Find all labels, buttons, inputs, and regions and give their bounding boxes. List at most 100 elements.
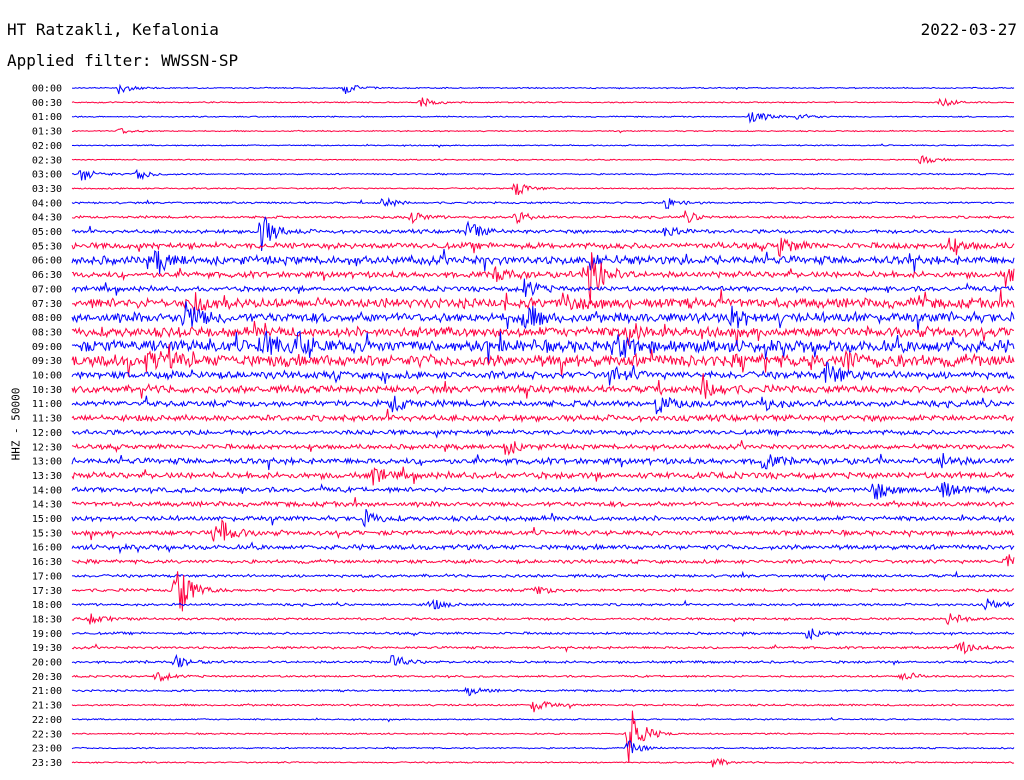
trace-row-1200 <box>71 428 1015 439</box>
trace-row-0400 <box>71 196 1015 210</box>
trace-row-0800 <box>71 301 1015 332</box>
trace-row-1730 <box>71 571 1015 612</box>
trace-row-1330 <box>71 466 1015 486</box>
row-time-label: 11:00 <box>32 399 62 410</box>
row-time-label: 20:30 <box>32 672 62 683</box>
trace-row-1000 <box>71 361 1015 386</box>
trace-row-0900 <box>71 330 1015 365</box>
row-time-label: 19:00 <box>32 629 62 640</box>
tick-label-group: 00:00 00:30 01:00 01:30 02:00 02:30 03:00 03:30… <box>32 84 62 769</box>
row-time-label: 16:30 <box>32 557 62 568</box>
filter-label: Applied filter: WWSSN-SP <box>7 51 239 70</box>
trace-row-1830 <box>71 613 1014 626</box>
trace-row-2030 <box>71 671 1015 682</box>
trace-row-0100 <box>71 112 1015 124</box>
trace-row-1530 <box>71 519 1015 542</box>
trace-row-0930 <box>71 344 1015 377</box>
row-time-label: 05:00 <box>32 227 62 238</box>
row-time-label: 02:30 <box>32 155 62 166</box>
trace-row-0830 <box>71 320 1015 347</box>
trace-row-2230 <box>71 710 1015 763</box>
trace-row-2200 <box>71 716 1015 723</box>
trace-row-0030 <box>71 97 1014 108</box>
row-time-label: 20:00 <box>32 658 62 669</box>
row-time-label: 06:30 <box>32 270 62 281</box>
row-time-label: 17:00 <box>32 571 62 582</box>
row-time-label: 13:30 <box>32 471 62 482</box>
row-time-label: 09:00 <box>32 342 62 353</box>
row-time-label: 07:30 <box>32 299 62 310</box>
row-time-label: 03:00 <box>32 170 62 181</box>
trace-row-1100 <box>71 395 1015 415</box>
row-time-label: 15:00 <box>32 514 62 525</box>
row-time-label: 01:30 <box>32 127 62 138</box>
row-time-label: 09:30 <box>32 356 62 367</box>
trace-row-0630 <box>71 252 1015 304</box>
row-time-label: 10:00 <box>32 371 62 382</box>
trace-row-0600 <box>71 248 1015 275</box>
row-time-label: 23:30 <box>32 758 62 769</box>
row-time-label: 10:30 <box>32 385 62 396</box>
trace-row-1400 <box>71 481 1015 500</box>
trace-row-1600 <box>71 541 1015 555</box>
trace-row-2330 <box>71 757 1015 768</box>
trace-row-0300 <box>71 168 1015 181</box>
station-title: HT Ratzakli, Kefalonia <box>7 20 219 39</box>
row-time-label: 22:30 <box>32 729 62 740</box>
trace-row-0130 <box>71 127 1015 135</box>
row-time-label: 08:30 <box>32 327 62 338</box>
row-time-label: 04:30 <box>32 213 62 224</box>
row-time-label: 23:00 <box>32 744 62 755</box>
trace-row-1130 <box>71 408 1015 424</box>
trace-row-2100 <box>71 686 1015 697</box>
row-time-label: 08:00 <box>32 313 62 324</box>
trace-row-1500 <box>71 509 1015 528</box>
row-time-label: 11:30 <box>32 414 62 425</box>
trace-row-0430 <box>71 210 1015 225</box>
row-time-label: 03:30 <box>32 184 62 195</box>
trace-group <box>71 83 1015 768</box>
row-time-label: 13:00 <box>32 457 62 468</box>
row-time-label: 14:30 <box>32 500 62 511</box>
row-time-label: 21:00 <box>32 686 62 697</box>
row-time-label: 17:30 <box>32 586 62 597</box>
row-time-label: 12:30 <box>32 442 62 453</box>
trace-row-2130 <box>71 700 1015 713</box>
row-time-label: 18:30 <box>32 614 62 625</box>
row-time-label: 12:00 <box>32 428 62 439</box>
trace-row-1930 <box>71 641 1015 655</box>
row-time-label: 06:00 <box>32 256 62 267</box>
row-time-label: 21:30 <box>32 701 62 712</box>
trace-row-1430 <box>71 497 1015 509</box>
row-time-label: 02:00 <box>32 141 62 152</box>
row-time-label: 19:30 <box>32 643 62 654</box>
row-time-label: 07:00 <box>32 284 62 295</box>
trace-row-1230 <box>71 440 1015 456</box>
trace-row-0500 <box>71 216 1015 252</box>
row-time-label: 14:00 <box>32 485 62 496</box>
trace-row-1800 <box>71 598 1015 611</box>
trace-row-0730 <box>71 289 1015 315</box>
date-label: 2022-03-27 <box>920 20 1017 39</box>
trace-row-0530 <box>71 237 1015 258</box>
row-time-label: 18:00 <box>32 600 62 611</box>
trace-row-0230 <box>71 155 1015 165</box>
trace-row-1700 <box>71 570 1015 582</box>
row-time-label: 04:00 <box>32 198 62 209</box>
trace-row-1900 <box>71 628 1015 641</box>
trace-row-1030 <box>71 373 1015 399</box>
trace-row-1300 <box>71 453 1015 471</box>
row-time-label: 00:00 <box>32 84 62 95</box>
trace-row-0700 <box>71 278 1015 297</box>
row-time-label: 00:30 <box>32 98 62 109</box>
row-time-label: 16:00 <box>32 543 62 554</box>
row-time-label: 22:00 <box>32 715 62 726</box>
row-time-label: 15:30 <box>32 528 62 539</box>
trace-row-0000 <box>71 83 1015 95</box>
trace-row-0330 <box>71 182 1015 196</box>
row-time-label: 01:00 <box>32 112 62 123</box>
trace-row-0200 <box>71 143 1015 149</box>
trace-row-2000 <box>71 653 1015 668</box>
trace-row-1630 <box>71 554 1015 567</box>
